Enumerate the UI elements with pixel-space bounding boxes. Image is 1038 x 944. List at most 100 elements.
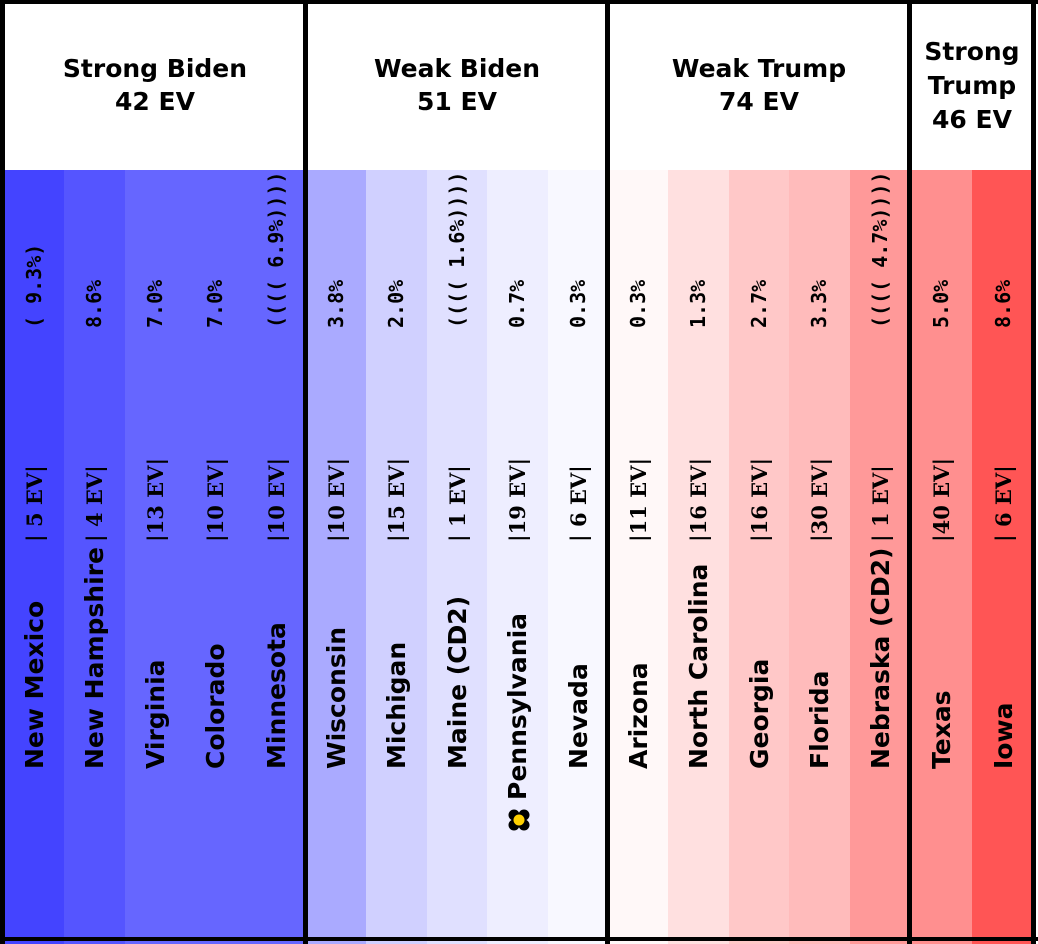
state-ev: |11 EV| [626,457,651,542]
state-name-text: Georgia [744,658,774,769]
state-ev: | 6 EV| [991,465,1016,542]
state-ev: |30 EV| [807,457,833,542]
state-ev: |13 EV| [142,457,168,542]
state-name-text: Iowa [989,702,1018,769]
state-column-wisconsin[interactable]: 3.8% |10 EV| Wisconsin [306,170,367,944]
state-margin: 2.0% [384,279,409,328]
state-ev: |16 EV| [686,457,712,542]
top-border [0,0,1038,4]
state-column-pennsylvania[interactable]: 0.7% |19 EV| Pennsylvania [487,170,548,944]
state-margin: 7.0% [203,279,228,328]
state-name-text: Minnesota [261,622,291,769]
state-margin: 3.8% [324,279,348,328]
group-label: Strong Biden [62,54,248,83]
state-ev: |10 EV| [203,457,229,542]
group-header: Weak Trump 74 EV [608,0,910,170]
group-ev-total: 46 EV [932,104,1012,134]
group-label: Strong Trump [924,36,1020,100]
state-name: Nebraska (CD2) [866,548,895,769]
state-name-text: North Carolina [684,563,714,769]
state-name: Maine (CD2) [443,596,472,769]
state-name-text: Nevada [563,663,593,769]
state-column-north-carolina[interactable]: 1.3% |16 EV| North Carolina [668,170,729,944]
state-name: Arizona [624,662,653,769]
group-header: Strong Trump 46 EV [910,0,1034,170]
state-columns: 5.0% |40 EV| Texas 8.6% | 6 EV| Iowa [910,170,1034,944]
state-name: Minnesota [262,622,291,769]
state-name-text: Arizona [624,662,653,769]
state-name: Wisconsin [322,627,351,769]
state-margin: 2.7% [746,279,771,328]
state-ev: |15 EV| [384,457,410,542]
group-weak-trump: Weak Trump 74 EV 0.3% |11 EV| Arizona 1.3% |16… [608,0,911,944]
state-column-new-mexico[interactable]: ( 9.3%) | 5 EV| New Mexico [4,170,65,944]
state-margin: 3.3% [807,279,832,328]
state-column-colorado[interactable]: 7.0% |10 EV| Colorado [185,170,246,944]
state-name: Texas [927,690,956,769]
state-margin: 7.0% [142,279,167,328]
group-ev-total: 42 EV [115,87,195,116]
group-label: Weak Biden [373,54,541,83]
group-header: Strong Biden 42 EV [4,0,306,170]
state-name: Colorado [201,643,230,769]
state-margin: (((( 1.6%)))) [444,171,469,328]
group-header: Weak Biden 51 EV [306,0,608,170]
state-column-minnesota[interactable]: (((( 6.9%)))) |10 EV| Minnesota [245,170,307,944]
group-ev-total: 51 EV [417,87,497,116]
state-name: Georgia [745,659,774,769]
state-ev: |19 EV| [505,457,531,542]
state-column-michigan[interactable]: 2.0% |15 EV| Michigan [366,170,427,944]
state-name: Virginia [141,659,170,769]
state-margin: 0.3% [626,279,650,328]
state-ev: |16 EV| [746,457,772,542]
group-divider [303,0,308,944]
state-margin: (((( 4.7%)))) [867,171,892,328]
state-columns: 3.8% |10 EV| Wisconsin 2.0% |15 EV| Michigan (… [306,170,609,944]
state-name-text: New Mexico [20,600,49,769]
state-column-nevada[interactable]: 0.3% | 6 EV| Nevada [547,170,609,944]
state-name-text: Wisconsin [322,626,351,769]
group-strong-trump: Strong Trump 46 EV 5.0% |40 EV| Texas 8.6% | 6… [910,0,1034,944]
state-name: Pennsylvania [503,613,532,831]
state-column-virginia[interactable]: 7.0% |13 EV| Virginia [124,170,186,944]
state-column-iowa[interactable]: 8.6% | 6 EV| Iowa [972,170,1034,944]
state-name-text: Florida [805,670,835,770]
state-name: New Hampshire [80,547,109,769]
state-margin: 5.0% [929,279,953,328]
state-margin: 0.3% [565,279,590,328]
state-margin: 8.6% [991,279,1015,328]
state-column-georgia[interactable]: 2.7% |16 EV| Georgia [728,170,790,944]
group-divider [907,0,912,944]
state-name-text: Nebraska (CD2) [865,547,895,769]
state-column-maine-cd2-[interactable]: (((( 1.6%)))) | 1 EV| Maine (CD2) [426,170,488,944]
state-column-florida[interactable]: 3.3% |30 EV| Florida [789,170,850,944]
tipping-point-icon [507,809,530,831]
state-name-text: Pennsylvania [503,612,533,800]
state-name: Michigan [382,642,411,769]
group-divider [0,0,5,944]
state-name-text: New Hampshire [80,547,110,769]
group-divider [605,0,610,944]
bottom-border [0,937,1038,941]
state-column-texas[interactable]: 5.0% |40 EV| Texas [910,170,972,944]
state-ev: | 1 EV| [867,465,893,542]
state-ev: |10 EV| [263,457,289,542]
state-name: North Carolina [684,564,713,769]
state-ev: | 1 EV| [444,465,470,542]
group-ev-total: 74 EV [719,87,799,116]
state-name: Nevada [564,663,593,769]
state-column-new-hampshire[interactable]: 8.6% | 4 EV| New Hampshire [64,170,125,944]
state-column-arizona[interactable]: 0.3% |11 EV| Arizona [608,170,669,944]
state-name-text: Virginia [140,659,170,769]
group-divider [1031,0,1036,944]
state-margin: 0.7% [505,279,530,328]
state-ev: | 4 EV| [82,465,108,542]
state-margin: ( 9.3%) [22,243,46,328]
state-name: New Mexico [20,601,49,769]
state-column-nebraska-cd2-[interactable]: (((( 4.7%)))) | 1 EV| Nebraska (CD2) [849,170,911,944]
state-ev: |40 EV| [929,457,954,542]
state-ev: |10 EV| [324,457,349,542]
state-ev: | 5 EV| [22,465,47,542]
state-name-text: Maine (CD2) [442,595,472,769]
